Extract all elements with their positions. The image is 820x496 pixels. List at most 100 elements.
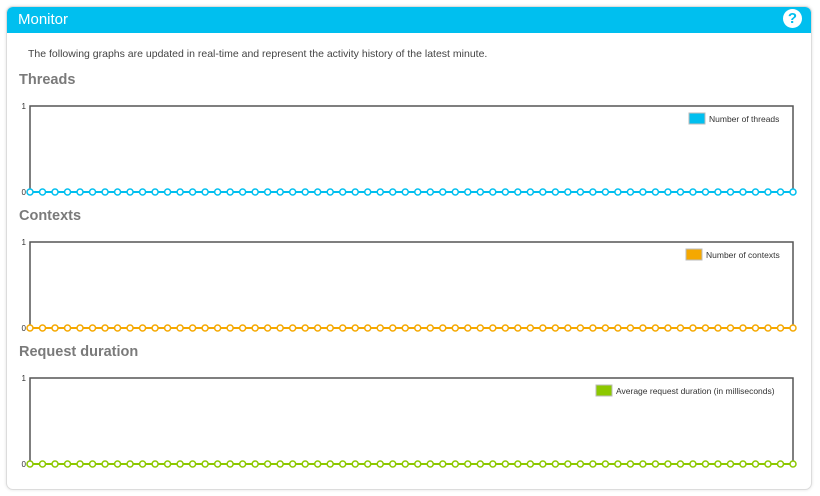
request-duration-data-point [363,460,372,468]
help-icon[interactable]: ? [783,9,802,28]
contexts-data-point [213,324,222,332]
threads-data-point [476,188,485,196]
contexts-data-point [351,324,359,332]
contexts-data-point [51,324,59,332]
request-duration-data-point [651,460,660,468]
contexts-data-point [126,324,134,332]
request-duration-data-point [514,460,522,468]
threads-data-point [276,188,284,196]
threads-data-point [151,188,159,196]
contexts-data-point [151,324,159,332]
request-duration-data-point [426,460,435,468]
contexts-data-point [26,324,34,332]
request-duration-y-tick-label: 0 [22,460,27,469]
threads-data-point [601,188,610,196]
threads-data-point [126,188,134,196]
threads-data-point [464,188,472,196]
request-duration-data-point [126,460,134,468]
request-duration-data-point [88,460,97,468]
contexts-data-point [439,324,447,332]
threads-data-point [338,188,347,196]
threads-data-point [263,188,272,196]
threads-data-point [113,188,122,196]
threads-data-point [63,188,72,196]
threads-y-tick-label: 0 [22,188,27,197]
threads-data-point [301,188,309,196]
request-duration-data-point [351,460,359,468]
contexts-data-point [113,324,122,332]
threads-data-point [38,188,47,196]
contexts-data-point [138,324,147,332]
contexts-data-point [476,324,485,332]
request-duration-data-point [101,460,109,468]
contexts-data-point [776,324,785,332]
contexts-data-point [338,324,347,332]
request-duration-section-title: Request duration [19,344,139,360]
threads-data-point [226,188,234,196]
charts-canvas: 1 0 Number of threads 1 0 Number of contexts 1… [22,102,797,469]
request-duration-data-point [163,460,172,468]
contexts-data-point [101,324,109,332]
threads-data-point [551,188,560,196]
request-duration-data-point [539,460,547,468]
contexts-data-point [551,324,560,332]
contexts-data-point [639,324,647,332]
contexts-data-point [263,324,272,332]
request-duration-data-point [639,460,647,468]
threads-data-point [439,188,447,196]
threads-plot-frame [29,105,794,193]
threads-data-point [664,188,672,196]
threads-data-point [564,188,572,196]
threads-data-point [363,188,372,196]
request-duration-data-point [113,460,122,468]
threads-data-point [751,188,760,196]
request-duration-data-point [338,460,347,468]
threads-data-point [639,188,647,196]
contexts-data-point [676,324,685,332]
contexts-data-point [576,324,585,332]
contexts-data-point [238,324,247,332]
monitor-panel: Monitor ? The following graphs are updat… [6,6,812,490]
request-duration-data-point [526,460,535,468]
request-duration-data-point [714,460,722,468]
contexts-plot-frame [29,241,794,329]
threads-data-point [101,188,109,196]
contexts-data-point [251,324,259,332]
request-duration-data-point [439,460,447,468]
threads-data-point [238,188,247,196]
contexts-data-point [626,324,635,332]
contexts-data-point [651,324,660,332]
panel-title: Monitor [18,11,69,28]
contexts-data-point [326,324,334,332]
threads-data-point [501,188,510,196]
request-duration-data-point [176,460,184,468]
contexts-data-point [589,324,597,332]
request-duration-data-point [451,460,460,468]
request-duration-data-point [263,460,272,468]
threads-data-point [414,188,422,196]
contexts-data-point [401,324,409,332]
contexts-data-point [664,324,672,332]
request-duration-data-point [63,460,72,468]
threads-data-point [176,188,184,196]
threads-data-point [626,188,635,196]
request-duration-legend-swatch [595,384,613,397]
contexts-data-point [714,324,722,332]
threads-data-point [313,188,322,196]
request-duration-data-point [551,460,560,468]
threads-data-point [213,188,222,196]
request-duration-data-point [51,460,59,468]
threads-data-point [789,188,797,196]
threads-data-point [651,188,660,196]
request-duration-data-point [213,460,222,468]
threads-data-point [326,188,334,196]
request-duration-data-point [776,460,785,468]
request-duration-data-point [226,460,234,468]
contexts-data-point [689,324,697,332]
contexts-legend-swatch [685,248,703,261]
contexts-data-point [301,324,309,332]
request-duration-data-point [201,460,209,468]
request-duration-data-point [789,460,797,468]
contexts-data-point [489,324,497,332]
threads-data-point [251,188,259,196]
